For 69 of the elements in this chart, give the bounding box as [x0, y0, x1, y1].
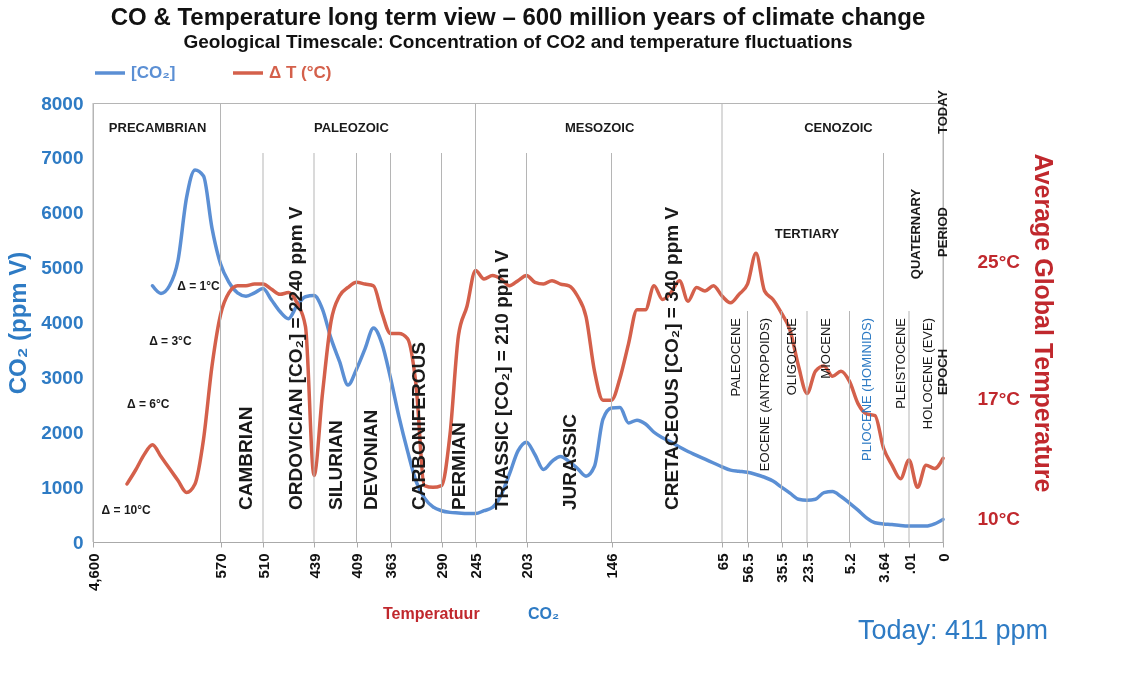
annotation: Δ = 10°C — [101, 503, 152, 517]
legend-label: [CO₂] — [131, 63, 176, 82]
x-tick-label: 203 — [518, 553, 535, 579]
x-tick-label: 510 — [254, 553, 272, 579]
y-tick-label: 0 — [72, 531, 84, 553]
x-tick-label: .01 — [900, 553, 918, 575]
annotation: Δ = 3°C — [149, 334, 192, 348]
x-tick-label: 0 — [934, 553, 952, 562]
y2-axis-title: Average Global Temperature — [1029, 153, 1058, 493]
x-tick-label: 409 — [348, 553, 365, 579]
annotation: JURASSIC — [558, 413, 580, 510]
annotation: HOLOCENE (EVE) — [919, 318, 935, 430]
annotation: Δ = 1°C — [177, 279, 220, 293]
x-tick-label: 23.5 — [798, 553, 816, 583]
x-tick-label: 5.2 — [841, 553, 858, 575]
annotation: SILURIAN — [325, 420, 347, 510]
annotation: EOCENE (ANTROPOIDS) — [756, 318, 772, 472]
x-tick-label: 35.5 — [773, 553, 790, 583]
x-tick-label: 439 — [305, 553, 323, 579]
annotation: PRECAMBRIAN — [108, 120, 207, 135]
text: CO₂ — [527, 605, 560, 622]
annotation: Δ = 6°C — [127, 397, 170, 411]
annotation: MESOZOIC — [564, 120, 635, 135]
x-tick-label: 65 — [713, 553, 731, 571]
y-tick-label: 7000 — [41, 147, 84, 169]
y2-tick-label: 10°C — [977, 507, 1021, 529]
annotation: QUATERNARY — [907, 188, 923, 280]
annotation: CRETACEOUS [CO₂] = 340 ppm V — [660, 206, 682, 510]
annotation: ORDOVICIAN [CO₂] = 2240 ppm V — [285, 206, 307, 510]
line-series — [150, 168, 945, 528]
y2-tick-label: 17°C — [977, 388, 1021, 410]
y-axis-title: CO₂ (ppm V) — [4, 251, 32, 395]
annotation: PERMIAN — [448, 422, 470, 510]
annotation: TERTIARY — [774, 226, 840, 241]
annotation: MIOCENE — [817, 317, 833, 379]
annotation: CAMBRIAN — [235, 406, 256, 510]
y-tick-label: 6000 — [41, 202, 84, 224]
text: Today: 411 ppm — [857, 615, 1049, 645]
x-tick-label: 245 — [467, 553, 484, 579]
annotation: TODAY — [935, 89, 950, 135]
y-tick-label: 2000 — [41, 421, 84, 443]
annotation: CENOZOIC — [804, 120, 874, 135]
annotation: PLIOCENE (HOMINIDS) — [859, 318, 875, 462]
chart-title: CO & Temperature long term view – 600 million years of climate change — [110, 3, 926, 30]
annotation: PLEISTOCENE — [893, 317, 909, 409]
x-tick-label: 146 — [603, 553, 620, 579]
x-tick-label: 290 — [433, 553, 450, 579]
y-tick-label: 5000 — [41, 257, 84, 279]
x-tick-label: 3.64 — [875, 552, 892, 583]
annotation: PALEOZOIC — [313, 120, 390, 135]
annotation: PALEOCENE — [728, 317, 744, 397]
legend-label: Δ T (°C) — [269, 63, 332, 82]
x-tick-label: 4,600 — [84, 553, 102, 592]
x-tick-label: 56.5 — [739, 553, 756, 583]
y2-tick-label: 25°C — [977, 251, 1021, 273]
y-tick-label: 4000 — [41, 312, 84, 333]
annotation: PERIOD — [935, 207, 950, 257]
annotation: OLIGOCENE — [783, 317, 799, 396]
y-tick-label: 8000 — [41, 92, 84, 114]
y-tick-label: 1000 — [41, 476, 84, 498]
annotation: CARBONIFEROUS — [408, 342, 430, 510]
y-tick-label: 3000 — [41, 366, 84, 388]
annotation: DEVONIAN — [359, 409, 381, 510]
text: Temperatuur — [383, 605, 480, 622]
annotation: TRIASSIC [CO₂] = 210 ppm V — [490, 249, 512, 510]
chart-subtitle: Geological Timescale: Concentration of CO2 and temperature fluctuations — [183, 31, 853, 52]
x-tick-label: 570 — [212, 553, 229, 579]
x-tick-label: 363 — [382, 553, 399, 579]
annotation: EPOCH — [935, 348, 950, 396]
